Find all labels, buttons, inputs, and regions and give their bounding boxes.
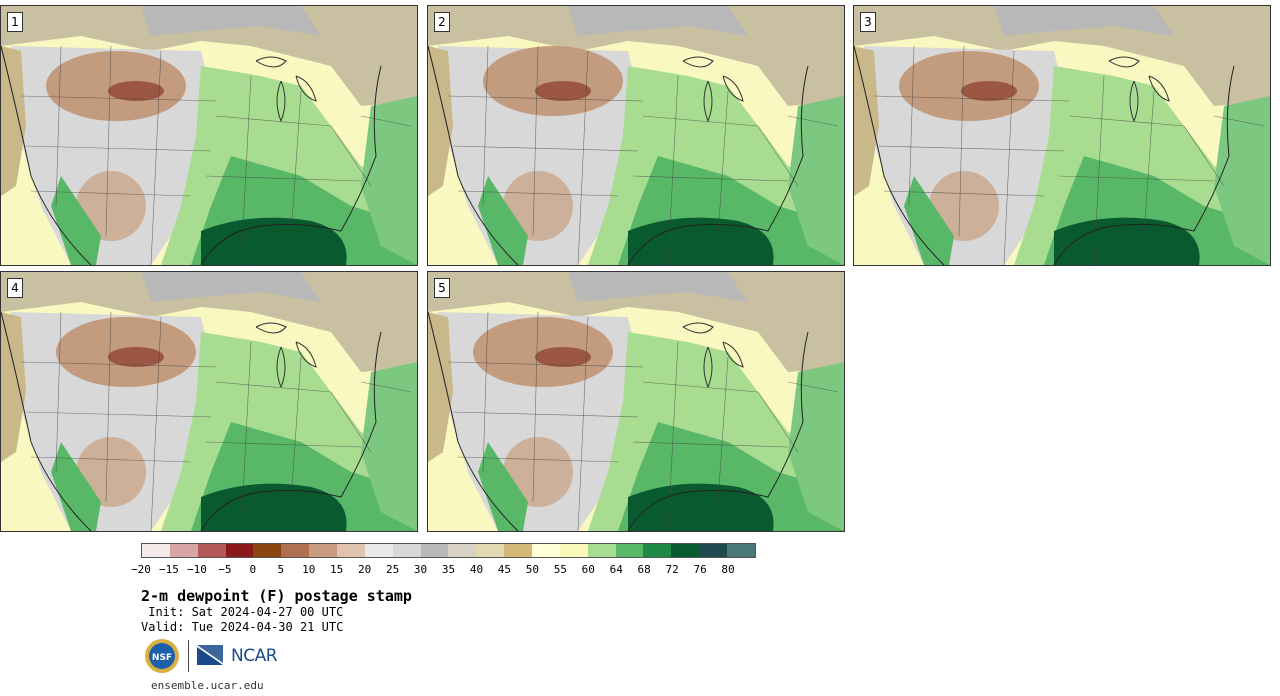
colorbar-tick-label: −15 (159, 563, 179, 576)
colorbar-swatch (392, 544, 421, 557)
colorbar-tick-label: 55 (553, 563, 567, 576)
colorbar-swatch (309, 544, 338, 557)
colorbar-tick-label: 20 (358, 563, 372, 576)
panel-number: 5 (434, 278, 450, 298)
valid-time: Valid: Tue 2024-04-30 21 UTC (141, 620, 344, 634)
colorbar-tick-label: 15 (330, 563, 344, 576)
colorbar-swatch (504, 544, 533, 557)
colorbar-swatch (197, 544, 226, 557)
dewpoint-map (428, 6, 844, 265)
colorbar-swatch (364, 544, 393, 557)
colorbar-swatch (671, 544, 700, 557)
colorbar-tick-label: 10 (302, 563, 316, 576)
colorbar-swatch (142, 544, 170, 557)
colorbar-swatch (448, 544, 477, 557)
colorbar-tick-label: 76 (693, 563, 707, 576)
colorbar-tick-label: 25 (385, 563, 400, 576)
panel-number: 3 (860, 12, 876, 32)
ncar-logo-icon (197, 645, 223, 665)
colorbar-tick-label: 68 (637, 563, 651, 576)
panel-number: 1 (7, 12, 23, 32)
colorbar-tick-label: 5 (277, 563, 285, 576)
colorbar-tick-label: −5 (218, 563, 232, 576)
map-panel-1: 1 (0, 5, 418, 266)
ncar-logo-text: NCAR (231, 646, 278, 666)
dewpoint-map (854, 6, 1270, 265)
map-panel-5: 5 (427, 271, 845, 532)
logos: NSF NCAR (144, 638, 278, 674)
logo-divider (188, 640, 189, 672)
plot-title: 2-m dewpoint (F) postage stamp (141, 587, 412, 605)
colorbar-swatch (699, 544, 728, 557)
colorbar-swatch (476, 544, 505, 557)
colorbar-tick-label: 72 (665, 563, 679, 576)
colorbar-swatch (169, 544, 198, 557)
colorbar-swatch (587, 544, 616, 557)
nsf-logo-icon: NSF (145, 639, 179, 673)
panel-number: 4 (7, 278, 23, 298)
map-panel-2: 2 (427, 5, 845, 266)
colorbar-tick-label: 0 (249, 563, 257, 576)
colorbar-tick-label: 60 (581, 563, 595, 576)
colorbar-swatch (727, 544, 755, 557)
colorbar-tick-labels: −20 −15 −10 −5 0 5 10 15 20 25 30 35 40 45 50 55 60 64 68 7… (131, 563, 771, 577)
colorbar-swatch (253, 544, 282, 557)
colorbar (141, 543, 756, 558)
colorbar-tick-label: −20 (131, 563, 151, 576)
colorbar-swatch (420, 544, 449, 557)
colorbar-swatch (615, 544, 644, 557)
colorbar-tick-label: 40 (469, 563, 484, 576)
init-time: Init: Sat 2024-04-27 00 UTC (141, 605, 344, 619)
colorbar-swatch (643, 544, 672, 557)
colorbar-swatch (532, 544, 560, 557)
colorbar-tick-label: 35 (441, 563, 456, 576)
colorbar-tick-label: 30 (413, 563, 428, 576)
colorbar-tick-label: −10 (186, 563, 207, 576)
map-panel-3: 3 (853, 5, 1271, 266)
colorbar-tick-label: 80 (721, 563, 735, 576)
dewpoint-map (428, 272, 844, 531)
colorbar-tick-label: 64 (609, 563, 623, 576)
dewpoint-map (1, 6, 417, 265)
colorbar-tick-label: 45 (497, 563, 512, 576)
panel-number: 2 (434, 12, 450, 32)
site-url: ensemble.ucar.edu (151, 679, 264, 692)
colorbar-swatch (337, 544, 365, 557)
colorbar-swatch (559, 544, 588, 557)
colorbar-tick-label: 50 (525, 563, 539, 576)
colorbar-swatch (225, 544, 254, 557)
colorbar-swatch (281, 544, 310, 557)
nsf-logo-text: NSF (152, 653, 172, 663)
map-panel-4: 4 (0, 271, 418, 532)
dewpoint-map (1, 272, 417, 531)
